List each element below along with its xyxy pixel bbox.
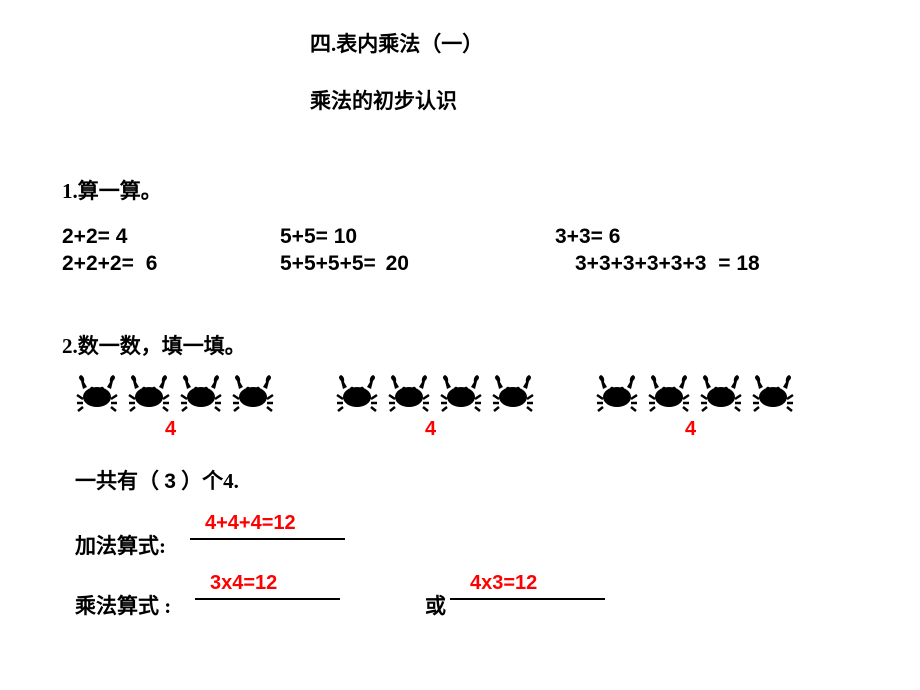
crab-group-1-count: 4 bbox=[165, 418, 176, 441]
mult-blank-1 bbox=[195, 598, 340, 600]
crab-icon bbox=[231, 375, 275, 413]
crab-icon bbox=[491, 375, 535, 413]
answer: 20 bbox=[386, 252, 409, 275]
expr: 5+5= bbox=[280, 225, 328, 248]
crab-icon bbox=[647, 375, 691, 413]
expr: 3+3+3+3+3+3 bbox=[575, 252, 706, 275]
mult-answer-1: 3x4=12 bbox=[210, 572, 277, 595]
crab-icon bbox=[387, 375, 431, 413]
crab-group-1 bbox=[75, 375, 275, 413]
equals: = bbox=[718, 252, 730, 275]
crab-group-2 bbox=[335, 375, 535, 413]
summary-num: 3 bbox=[164, 470, 176, 493]
crab-group-2-count: 4 bbox=[425, 418, 436, 441]
eq-3plus3: 3+3= 6 bbox=[555, 225, 620, 249]
summary-post: ）个4. bbox=[181, 469, 239, 493]
eq-2plus2: 2+2= 4 bbox=[62, 225, 127, 249]
section-title: 乘法的初步认识 bbox=[310, 85, 457, 115]
addition-blank bbox=[190, 538, 345, 540]
crab-group-3 bbox=[595, 375, 795, 413]
crab-icon bbox=[75, 375, 119, 413]
crab-icon bbox=[751, 375, 795, 413]
answer: 6 bbox=[609, 225, 621, 248]
mult-answer-2: 4x3=12 bbox=[470, 572, 537, 595]
crab-icon bbox=[335, 375, 379, 413]
expr: 5+5+5+5= bbox=[280, 252, 376, 275]
or-label: 或 bbox=[425, 590, 446, 620]
addition-answer: 4+4+4=12 bbox=[205, 512, 296, 535]
question-2-label: 2.数一数，填一填。 bbox=[62, 330, 246, 360]
crab-group-3-count: 4 bbox=[685, 418, 696, 441]
summary-pre: 一共有（ bbox=[75, 469, 159, 493]
crab-icon bbox=[179, 375, 223, 413]
answer: 6 bbox=[146, 252, 158, 275]
addition-label: 加法算式: bbox=[75, 530, 166, 560]
eq-5x4: 5+5+5+5= 20 bbox=[280, 252, 409, 276]
answer: 18 bbox=[736, 252, 759, 275]
question-1-label: 1.算一算。 bbox=[62, 175, 162, 205]
mult-blank-2 bbox=[450, 598, 605, 600]
crab-icon bbox=[127, 375, 171, 413]
expr: 2+2= bbox=[62, 225, 110, 248]
summary-line: 一共有（ 3 ）个4. bbox=[75, 465, 239, 495]
crab-icon bbox=[699, 375, 743, 413]
eq-3x6: 3+3+3+3+3+3 = 18 bbox=[575, 252, 760, 276]
crab-icon bbox=[439, 375, 483, 413]
eq-5plus5: 5+5= 10 bbox=[280, 225, 357, 249]
eq-2plus2plus2: 2+2+2= 6 bbox=[62, 252, 157, 276]
multiplication-label: 乘法算式 : bbox=[75, 590, 171, 620]
expr: 3+3= bbox=[555, 225, 603, 248]
answer: 10 bbox=[334, 225, 357, 248]
expr: 2+2+2= bbox=[62, 252, 134, 275]
answer: 4 bbox=[116, 225, 128, 248]
chapter-title: 四.表内乘法（一） bbox=[310, 28, 483, 58]
crab-icon bbox=[595, 375, 639, 413]
